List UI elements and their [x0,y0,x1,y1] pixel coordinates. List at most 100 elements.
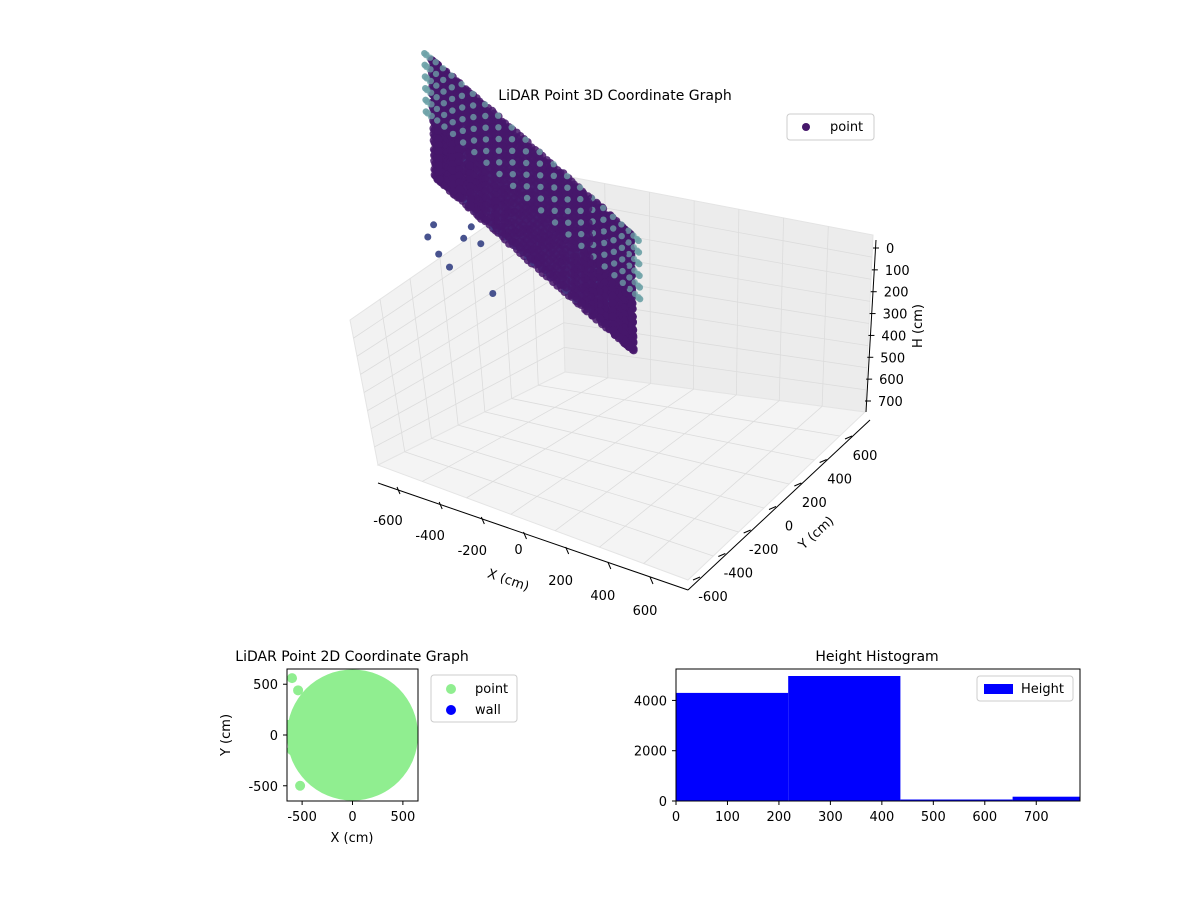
data-point-3d [435,175,444,184]
legend-3d: point [786,113,875,141]
histogram-bar [900,799,1013,801]
grid-line-right-horizontal [564,346,867,391]
data-point-3d [469,102,477,109]
data-point-3d [522,148,530,155]
data-point-3d [564,184,571,191]
histogram-bars [676,676,1080,801]
data-point-3d [618,244,626,251]
data-point-3d [609,320,618,329]
y-tick-label-hist: 4000 [634,694,667,709]
data-point-3d [495,124,502,131]
data-point-3d [454,157,463,166]
data-point-3d [435,167,444,176]
data-point-3d [482,216,491,224]
data-point-3d [489,290,497,297]
data-point-3d [609,326,618,335]
y-axis-label-2d: Y (cm) [219,714,234,757]
data-point-3d [577,219,585,226]
data-point-3d [509,159,516,166]
data-point-3d [471,148,478,156]
data-point-3d [565,231,572,238]
x-tick-label-hist: 700 [1024,810,1049,825]
data-point-3d [439,65,447,72]
data-point-3d [522,136,529,143]
data-point-3d [608,285,617,294]
legend-3d-frame [786,113,875,141]
x-tick-mark-3d [649,576,654,585]
y-tick-label-3d: 0 [785,520,793,535]
data-point-3d [577,207,584,214]
y-axis-label-3d: Y (cm) [795,514,837,554]
x-tick-label-hist: 400 [869,810,894,825]
data-point-3d [448,72,455,79]
legend-hist: Height [976,675,1074,702]
histogram-bar [1012,796,1080,801]
data-point-3d [509,171,516,178]
data-point-3d [481,101,489,108]
y-tick-mark-3d [743,529,751,534]
z-tick-label-3d: 600 [879,373,904,388]
data-point-3d [610,237,617,244]
data-point-3d [428,101,435,108]
ticks-3d: -600-400-200 0200400600-600-400-200020040… [373,242,909,619]
data-point-3d [607,265,616,274]
x-tick-label-3d: -200 [458,544,488,559]
y-tick-mark-3d [692,576,701,581]
legend-hist-swatch [984,684,1013,694]
data-point-3d [467,223,475,231]
data-point-3d [448,174,457,183]
grid-line-floor-b [466,383,651,499]
legend-hist-frame [976,675,1074,702]
scatter-3d-chart: LiDAR Point 3D Coordinate Graph -600 -400… [349,50,926,619]
data-point-2d [287,745,298,756]
data-point-3d [601,251,608,258]
x-tick-label-hist: 100 [715,810,740,825]
data-point-3d [601,263,608,270]
data-point-3d [481,187,490,195]
data-point-3d [610,225,617,232]
data-point-3d [440,88,447,95]
histogram-bar [788,676,901,801]
x-tick-label-3d: 600 [633,604,658,619]
data-point-3d [482,112,489,120]
data-point-2d [295,780,306,791]
data-point-3d [610,260,618,267]
data-point-3d [427,54,434,61]
data-point-3d [537,195,544,202]
data-point-3d [464,106,473,115]
data-point-3d [600,239,608,247]
x-tick-mark-3d [523,531,527,540]
z-axis-label-3d: H (cm) [911,304,926,348]
x-tick-label-2d: 500 [390,810,415,825]
data-point-3d [536,148,543,156]
data-point-3d [625,250,632,258]
chart-2d-title: LiDAR Point 2D Coordinate Graph [235,649,468,665]
x-axis-line [377,482,689,591]
data-point-3d [495,147,503,154]
data-point-3d [576,184,584,191]
data-point-3d [482,136,490,143]
legend-2d-marker-wall [446,705,456,715]
x-tick-label-3d: 400 [590,589,615,604]
y-tick-mark-3d [794,482,802,487]
data-point-3d [454,144,463,153]
data-point-3d [523,194,531,202]
data-point-3d [483,159,490,166]
y-tick-label-2d: -500 [248,780,278,795]
data-point-3d [625,262,633,269]
data-point-3d [428,112,435,120]
data-point-3d [618,232,625,240]
data-point-3d [424,233,432,241]
data-point-3d [430,221,438,229]
data-point-3d [630,232,637,239]
grid-line-floor-a [484,411,790,485]
data-point-3d [448,84,455,91]
data-point-3d [464,120,473,129]
data-point-3d [466,182,475,191]
data-point-3d [465,161,474,170]
data-point-3d [466,188,475,197]
grid-line-floor-b [643,405,823,564]
data-point-3d [455,178,464,187]
data-point-3d [578,230,585,238]
data-point-3d [619,279,626,286]
